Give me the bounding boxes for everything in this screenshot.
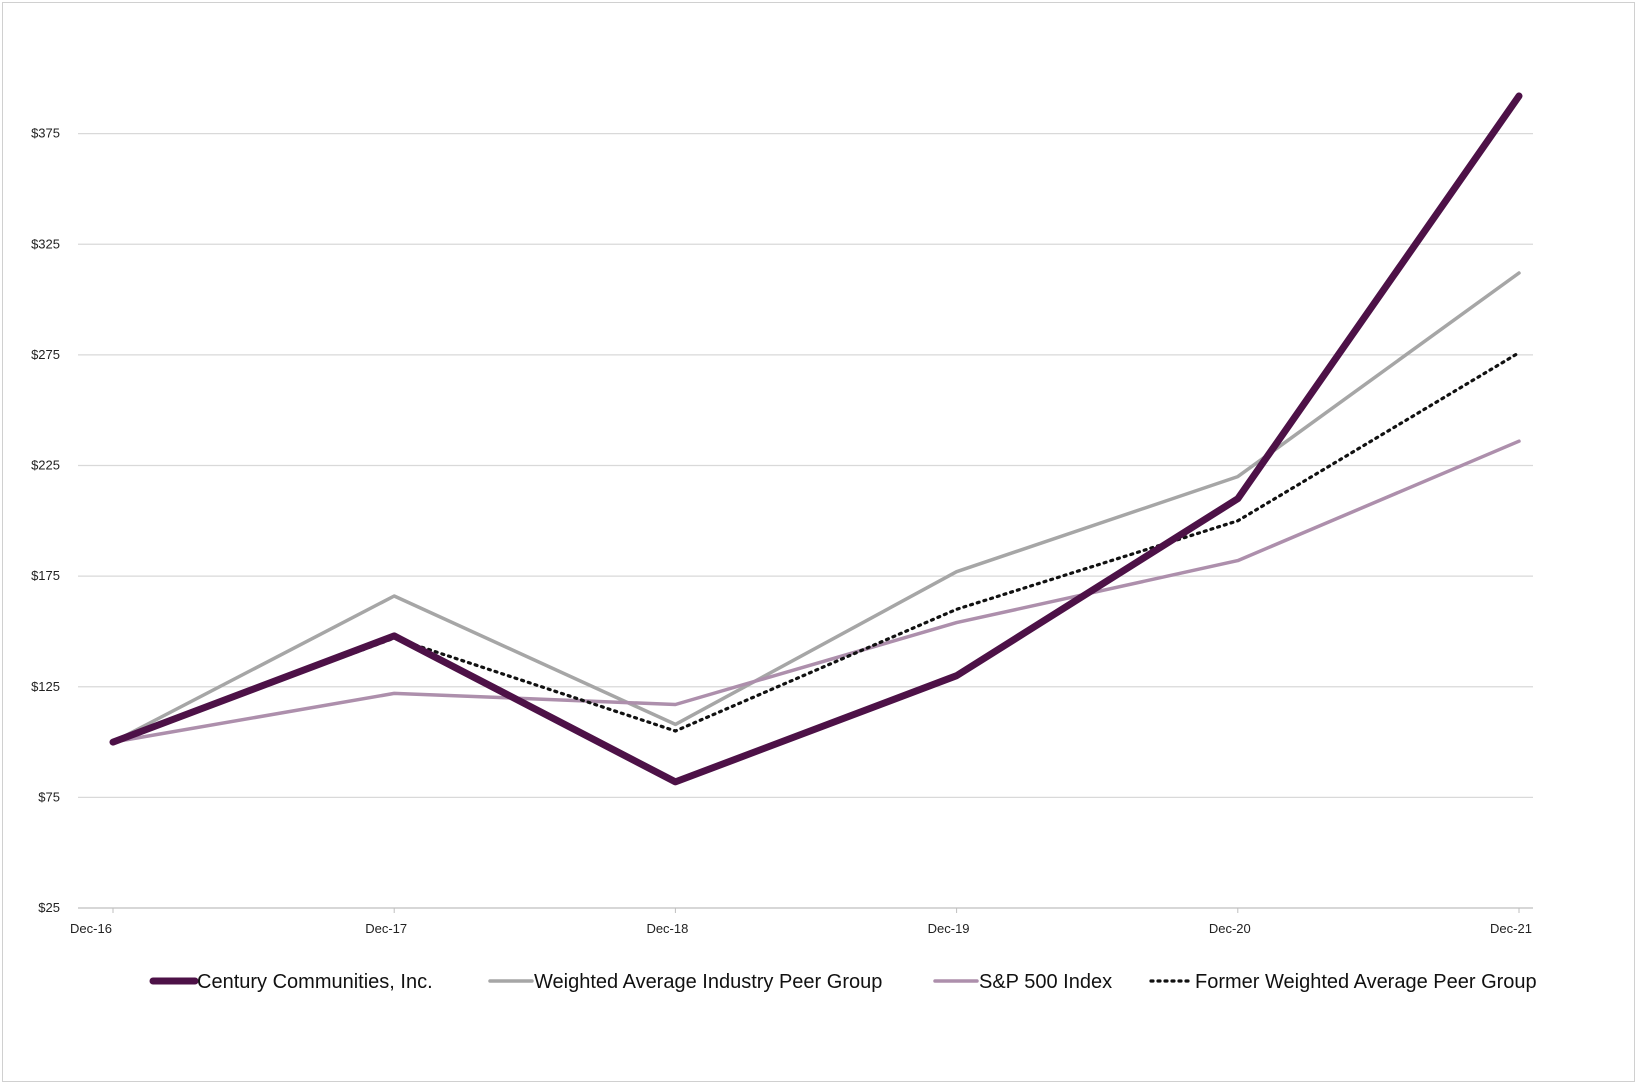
y-tick-label: $275 [31,347,60,362]
legend-label: Weighted Average Industry Peer Group [534,971,882,993]
legend-label: S&P 500 Index [979,971,1112,993]
x-tick-label: Dec-21 [1490,921,1532,936]
y-tick-label: $225 [31,458,60,473]
series-line-2 [111,439,1521,744]
y-tick-label: $175 [31,568,60,583]
legend: Century Communities, Inc. Weighted Averag… [149,971,1537,993]
x-tick-label: Dec-16 [70,921,112,936]
x-axis-ticks: Dec-16 Dec-17 Dec-18 Dec-19 Dec-20 Dec-21 [70,908,1532,936]
series-line-3 [111,351,1521,744]
y-tick-label: $75 [38,789,60,804]
y-axis-ticks: $25 $75 $125 $175 $225 $275 $325 $375 [31,126,60,915]
x-tick-label: Dec-18 [646,921,688,936]
gridlines [78,133,1533,798]
y-tick-label: $25 [38,900,60,915]
x-tick-label: Dec-19 [928,921,970,936]
line-chart: $25$75$125$175$225$275$325$375 Dec-16 Dec… [31,92,1537,993]
y-tick-label: $375 [31,126,60,141]
series-line-0 [109,92,1523,786]
x-tick-label: Dec-17 [365,921,407,936]
legend-label: Former Weighted Average Peer Group [1195,971,1537,993]
y-tick-label: $125 [31,679,60,694]
y-tick-label: $325 [31,236,60,251]
legend-label: Century Communities, Inc. [197,971,433,993]
series-line-1 [111,271,1521,744]
series-lines [109,92,1523,786]
x-tick-label: Dec-20 [1209,921,1251,936]
